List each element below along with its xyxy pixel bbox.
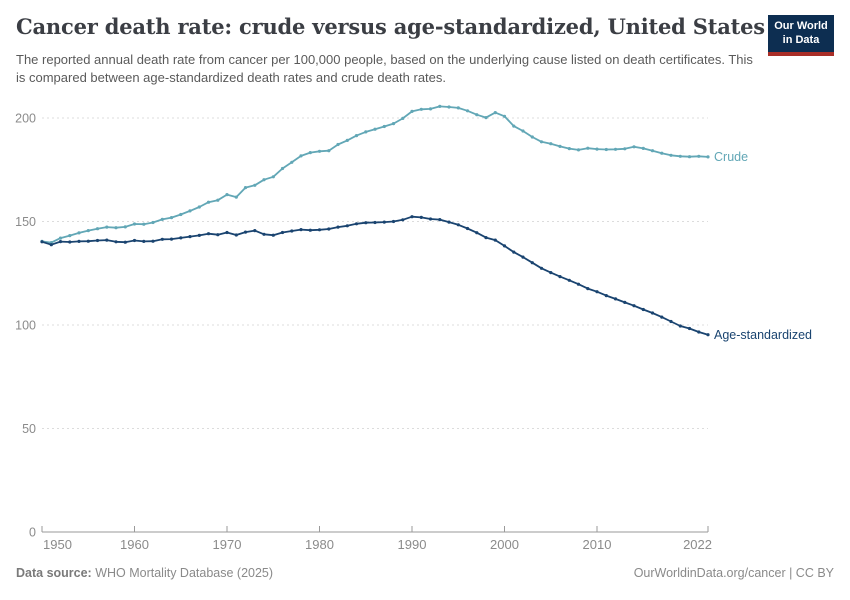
owid-logo: Our World in Data xyxy=(768,15,834,56)
svg-text:100: 100 xyxy=(15,319,36,333)
svg-text:2022: 2022 xyxy=(683,537,712,552)
page-title: Cancer death rate: crude versus age-stan… xyxy=(16,14,765,39)
svg-text:2000: 2000 xyxy=(490,537,519,552)
series-label-age-standardized: Age-standardized xyxy=(714,327,812,342)
svg-text:0: 0 xyxy=(29,526,36,540)
svg-text:50: 50 xyxy=(22,422,36,436)
svg-text:200: 200 xyxy=(15,112,36,126)
svg-text:1990: 1990 xyxy=(398,537,427,552)
svg-text:150: 150 xyxy=(15,215,36,229)
page-subtitle: The reported annual death rate from canc… xyxy=(16,52,753,86)
series-label-crude: Crude xyxy=(714,149,749,164)
data-source-value: WHO Mortality Database (2025) xyxy=(91,566,274,580)
svg-text:1970: 1970 xyxy=(213,537,242,552)
attribution-license-text: OurWorldinData.org/cancer | CC BY xyxy=(633,566,834,580)
owid-logo-line1: Our World xyxy=(774,20,828,32)
data-source-label: Data source: xyxy=(16,566,92,580)
svg-text:1980: 1980 xyxy=(305,537,334,552)
data-source-note: Data source: WHO Mortality Database (202… xyxy=(16,566,273,580)
owid-logo-line2: in Data xyxy=(782,33,820,46)
svg-text:1950: 1950 xyxy=(43,537,72,552)
svg-text:2010: 2010 xyxy=(583,537,612,552)
svg-text:1960: 1960 xyxy=(120,537,149,552)
